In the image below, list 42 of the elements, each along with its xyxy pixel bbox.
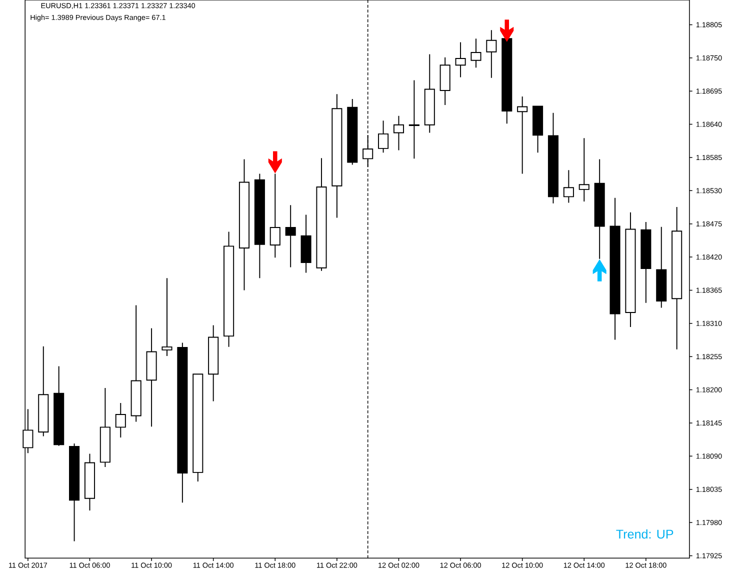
candlestick	[455, 42, 466, 78]
candlestick	[208, 324, 219, 402]
candlestick	[54, 366, 64, 446]
candlestick	[146, 328, 157, 427]
candlestick	[347, 98, 358, 166]
candlestick	[100, 387, 110, 468]
annotation: Trend: UP	[616, 529, 674, 538]
candlestick	[378, 120, 389, 153]
candlestick	[192, 373, 204, 482]
candlestick	[115, 402, 126, 438]
candlestick	[672, 206, 682, 350]
candlestick	[69, 442, 80, 542]
candlestick	[517, 96, 528, 174]
candlestick	[656, 226, 667, 308]
candlestick	[563, 169, 574, 204]
candlestick	[362, 134, 374, 168]
candlestick	[470, 38, 482, 68]
candlestick	[285, 204, 296, 268]
candlestick	[548, 112, 559, 204]
candlestick	[177, 342, 188, 503]
candlestick	[300, 214, 312, 274]
candlestick	[440, 56, 450, 106]
candlestick	[84, 453, 96, 511]
candlestick	[393, 115, 404, 151]
candlestick	[610, 197, 620, 340]
candlestick	[270, 173, 280, 258]
candlestick	[38, 346, 49, 437]
candlestick	[130, 304, 142, 422]
candlestick	[224, 231, 234, 348]
candlestick	[594, 158, 605, 260]
candlestick	[424, 54, 435, 134]
candlestick	[316, 157, 327, 272]
candlestick	[162, 277, 172, 356]
candlestick	[625, 212, 636, 328]
candlestick	[486, 30, 497, 78]
candlestick	[578, 138, 590, 202]
candlestick	[532, 106, 544, 153]
candlestick	[332, 93, 342, 218]
candlestick	[238, 158, 250, 291]
candlestick	[254, 173, 265, 278]
candlestick	[640, 221, 652, 304]
candlestick	[408, 80, 420, 159]
